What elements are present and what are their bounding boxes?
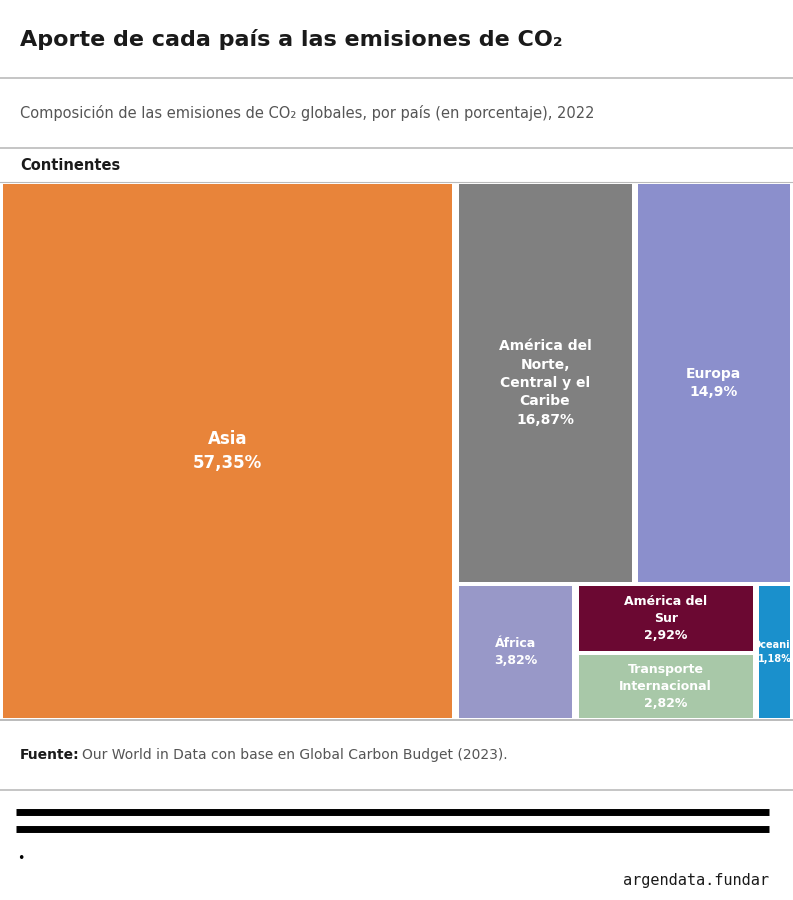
Text: Fuente:: Fuente: [20, 748, 79, 762]
Bar [579, 586, 753, 651]
Text: Aporte de cada país a las emisiones de CO₂: Aporte de cada país a las emisiones de C… [20, 29, 562, 50]
Text: Asia
57,35%: Asia 57,35% [193, 430, 262, 472]
Text: América del
Sur
2,92%: América del Sur 2,92% [624, 595, 707, 642]
Bar [638, 184, 790, 582]
Bar [458, 184, 631, 582]
Text: Continentes: Continentes [20, 158, 120, 173]
Text: argendata.fundar: argendata.fundar [623, 873, 769, 887]
Bar [579, 655, 753, 718]
Text: •: • [17, 851, 25, 865]
Bar [458, 586, 573, 718]
Text: África
3,82%: África 3,82% [494, 637, 537, 667]
Text: Transporte
Internacional
2,82%: Transporte Internacional 2,82% [619, 663, 712, 710]
Text: Our World in Data con base en Global Carbon Budget (2023).: Our World in Data con base en Global Car… [82, 748, 508, 762]
Text: Composición de las emisiones de CO₂ globales, por país (en porcentaje), 2022: Composición de las emisiones de CO₂ glob… [20, 105, 594, 121]
Text: Europa
14,9%: Europa 14,9% [686, 367, 741, 400]
Bar [759, 586, 790, 718]
Bar [3, 184, 452, 718]
Text: América del
Norte,
Central y el
Caribe
16,87%: América del Norte, Central y el Caribe 1… [499, 339, 592, 427]
Text: Oceaniá
1,18%: Oceaniá 1,18% [753, 641, 793, 663]
